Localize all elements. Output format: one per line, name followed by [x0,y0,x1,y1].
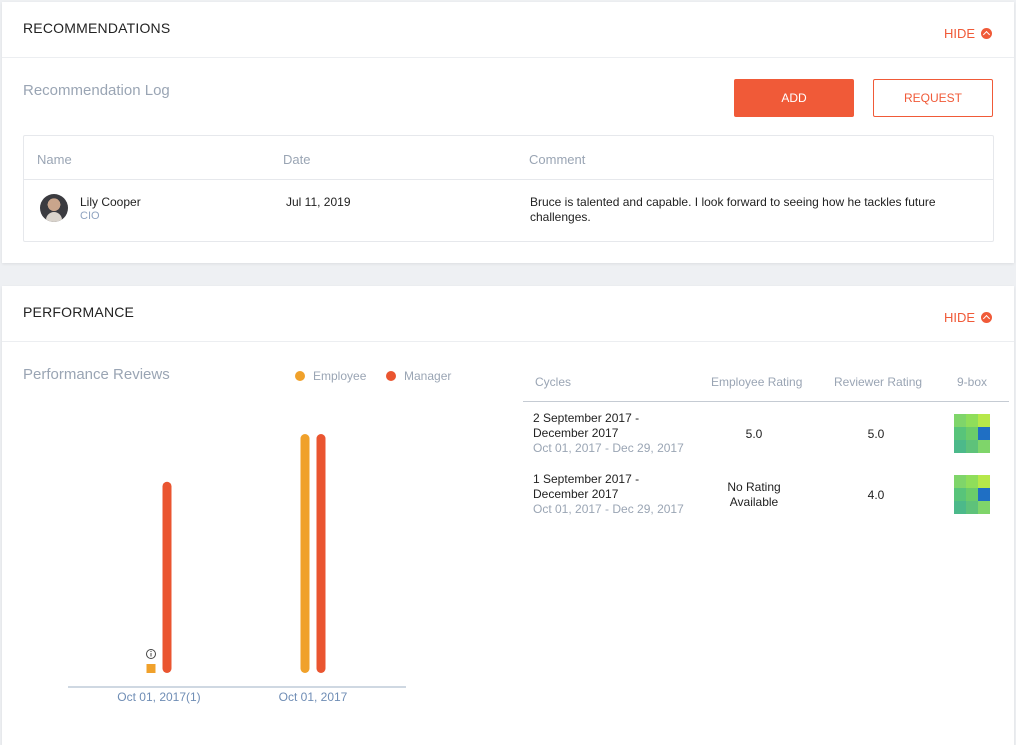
table-divider [523,401,1009,402]
hide-recommendations-button[interactable]: HIDE [944,26,992,41]
x-tick-label: Oct 01, 2017(1) [117,690,200,704]
cycle-range: Oct 01, 2017 - Dec 29, 2017 [533,441,684,455]
legend-employee: Employee [295,369,366,383]
hide-label: HIDE [943,26,975,41]
recommendation-table: Name Date Comment Lily Cooper CIO Jul 11… [23,135,994,242]
nine-box-cell [954,414,966,427]
recommendation-comment: Bruce is talented and capable. I look fo… [530,195,936,224]
nine-box-cell [954,440,966,453]
nine-box-cell [966,488,978,501]
column-header-reviewer-rating: Reviewer Rating [834,375,923,389]
performance-reviews-title: Performance Reviews [23,366,170,383]
employee-rating: No Rating Available [727,480,781,509]
nine-box-cell [966,501,978,514]
recommendations-card: RECOMMENDATIONS HIDE Recommendation Log … [2,2,1014,263]
bar-manager-1[interactable] [316,434,326,673]
add-button[interactable]: ADD [734,79,854,117]
legend-manager-label: Manager [404,369,452,383]
nine-box-cell [966,414,978,427]
column-header-employee-rating: Employee Rating [711,375,803,389]
nine-box-cell [954,488,966,501]
legend-manager: Manager [386,369,451,383]
nine-box-grid[interactable] [954,414,990,453]
recommendation-log-title: Recommendation Log [23,82,170,99]
column-header-date: Date [283,152,311,167]
legend-employee-label: Employee [313,369,367,383]
legend-manager-swatch [386,371,396,381]
nine-box-cell [966,440,978,453]
nine-box-cell [966,475,978,488]
nine-box-cell [978,440,990,453]
table-divider [24,179,993,180]
nine-box-cell [978,501,990,514]
column-header-9-box: 9-box [957,375,988,389]
chevron-up-icon [981,312,992,323]
nine-box-cell [966,427,978,440]
bar-manager-0[interactable] [162,481,172,673]
nine-box-cell [978,414,990,427]
reviewer-rating: 4.0 [867,488,885,502]
avatar[interactable] [40,194,68,222]
reviewer-rating: 5.0 [867,427,885,441]
recommendation-date: Jul 11, 2019 [286,195,351,209]
column-header-comment: Comment [529,152,586,167]
performance-title: PERFORMANCE [23,304,135,320]
cycle-title: 1 September 2017 - December 2017 [533,472,640,501]
column-header-cycles: Cycles [535,375,572,389]
recommender-role: CIO [80,210,100,222]
chevron-up-icon [981,28,992,39]
info-icon-dot [150,650,152,653]
column-header-name: Name [37,152,72,167]
performance-chart: Oct 01, 2017(1) Oct 01, 2017 [68,434,406,704]
bar-employee-1[interactable] [300,434,310,673]
nine-box-cell [954,475,966,488]
recommendations-header: RECOMMENDATIONS HIDE [2,2,1014,58]
nine-box-cell [978,475,990,488]
legend-employee-swatch [295,371,305,381]
recommendations-title: RECOMMENDATIONS [23,20,171,36]
bar-employee-0-empty[interactable] [146,664,156,673]
request-button[interactable]: REQUEST [873,79,993,117]
nine-box-highlight-cell [978,427,990,440]
nine-box-grid[interactable] [954,475,990,514]
recommender-name[interactable]: Lily Cooper [80,195,141,209]
hide-performance-button[interactable]: HIDE [944,310,992,325]
nine-box-cell [954,427,966,440]
performance-card: PERFORMANCE HIDE Performance Reviews Emp… [2,286,1014,745]
x-tick-label: Oct 01, 2017 [279,690,348,704]
nine-box-cell [954,501,966,514]
hide-label: HIDE [943,310,975,325]
cycle-range: Oct 01, 2017 - Dec 29, 2017 [533,502,684,516]
employee-rating: 5.0 [745,427,763,441]
nine-box-highlight-cell [978,488,990,501]
cycle-title: 2 September 2017 - December 2017 [533,411,640,440]
performance-header: PERFORMANCE HIDE [2,286,1014,342]
